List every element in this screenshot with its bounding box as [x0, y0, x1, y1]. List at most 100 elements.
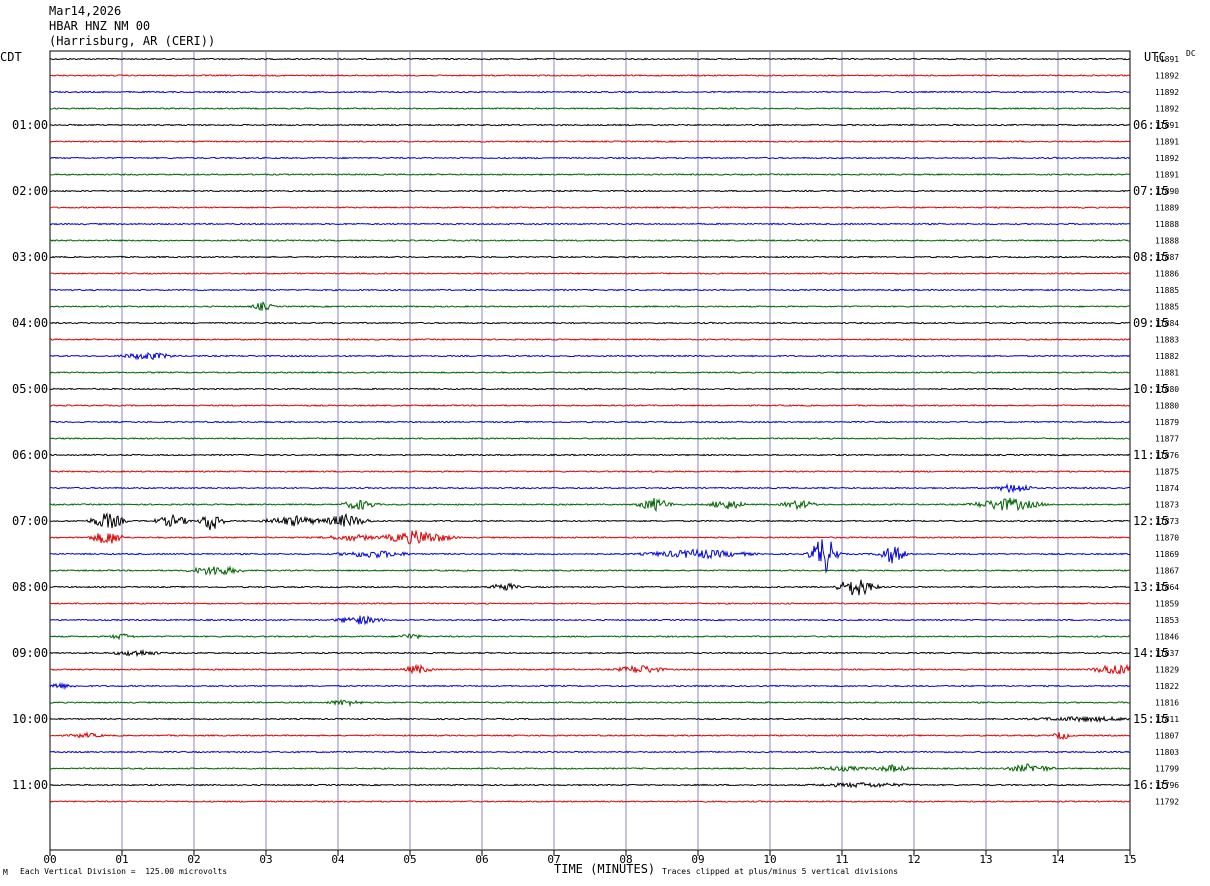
- x-tick-label: 00: [43, 853, 56, 866]
- dc-offset-label: 11877: [1155, 435, 1179, 444]
- trace-line: [49, 539, 1130, 574]
- dc-offset-label: 11891: [1155, 55, 1179, 64]
- seismic-traces: [49, 57, 1131, 803]
- dc-offset-label: 11880: [1155, 385, 1179, 394]
- right-hour-label: 13:15: [1133, 580, 1169, 594]
- dc-offset-label: 11890: [1155, 187, 1179, 196]
- left-hour-label: 07:00: [12, 514, 48, 528]
- dc-offset-label: 11853: [1155, 616, 1179, 625]
- right-hour-label: 10:15: [1133, 382, 1169, 396]
- dc-offset-label: 11879: [1155, 418, 1179, 427]
- dc-offset-label: 11867: [1155, 567, 1179, 576]
- trace-line: [49, 351, 1131, 361]
- header-station: HBAR HNZ NM 00: [49, 19, 151, 33]
- x-tick-label: 05: [403, 853, 416, 866]
- dc-offset-label: 11807: [1155, 732, 1179, 741]
- plot-frame: [49, 50, 1131, 851]
- trace-line: [49, 682, 1131, 691]
- left-timezone: CDT: [0, 50, 22, 64]
- footer-mark: M: [3, 868, 8, 877]
- trace-line: [49, 288, 1131, 292]
- trace-line: [49, 530, 1131, 545]
- x-tick-label: 09: [691, 853, 704, 866]
- x-tick-label: 06: [475, 853, 488, 866]
- x-tick-label: 11: [835, 853, 848, 866]
- axis-labels: 11891 11892 11892 11892 11891 11891 11892 11891…: [12, 55, 1179, 807]
- dc-offset-label: 11887: [1155, 253, 1179, 262]
- left-hour-label: 01:00: [12, 118, 48, 132]
- right-hour-label: 07:15: [1133, 184, 1169, 198]
- dc-label: DC: [1186, 49, 1196, 58]
- dc-offset-label: 11796: [1155, 781, 1179, 790]
- x-tick-label: 08: [619, 853, 632, 866]
- trace-line: [49, 648, 1131, 658]
- right-hour-label: 16:15: [1133, 778, 1169, 792]
- dc-offset-label: 11881: [1155, 369, 1179, 378]
- x-tick-label: 02: [187, 853, 200, 866]
- dc-offset-label: 11846: [1155, 633, 1179, 642]
- dc-offset-label: 11874: [1155, 484, 1179, 493]
- dc-offset-label: 11888: [1155, 220, 1179, 229]
- dc-offset-label: 11889: [1155, 204, 1179, 213]
- dc-offset-label: 11873: [1155, 501, 1179, 510]
- dc-offset-label: 11875: [1155, 468, 1179, 477]
- header-location: (Harrisburg, AR (CERI)): [49, 34, 216, 48]
- dc-offset-label: 11891: [1155, 138, 1179, 147]
- x-tick-label: 10: [763, 853, 776, 866]
- left-hour-label: 09:00: [12, 646, 48, 660]
- trace-line: [49, 470, 1131, 473]
- left-hour-label: 03:00: [12, 250, 48, 264]
- trace-line: [49, 321, 1131, 325]
- trace-line: [49, 579, 1131, 596]
- trace-line: [49, 123, 1131, 127]
- trace-line: [49, 300, 1131, 311]
- dc-offset-label: 11859: [1155, 600, 1179, 609]
- trace-line: [50, 255, 1131, 259]
- dc-offset-label: 11829: [1155, 666, 1179, 675]
- trace-line: [49, 483, 1131, 494]
- dc-offset-label: 11883: [1155, 336, 1179, 345]
- dc-offset-label: 11888: [1155, 237, 1179, 246]
- right-hour-label: 14:15: [1133, 646, 1169, 660]
- x-tick-label: 01: [115, 853, 128, 866]
- trace-line: [49, 222, 1131, 226]
- trace-line: [49, 750, 1130, 754]
- trace-line: [49, 156, 1131, 160]
- trace-line: [49, 420, 1131, 424]
- trace-line: [49, 763, 1131, 773]
- right-hour-label: 12:15: [1133, 514, 1169, 528]
- right-hour-label: 11:15: [1133, 448, 1169, 462]
- dc-offset-label: 11822: [1155, 682, 1179, 691]
- dc-offset-label: 11892: [1155, 154, 1179, 163]
- scale-note: Each Vertical Division = 125.00 microvol…: [20, 867, 228, 876]
- trace-line: [49, 715, 1131, 724]
- left-hour-label: 06:00: [12, 448, 48, 462]
- dc-offset-label: 11792: [1155, 798, 1179, 807]
- trace-line: [49, 272, 1131, 275]
- trace-line: [49, 206, 1131, 209]
- right-hour-label: 15:15: [1133, 712, 1169, 726]
- dc-offset-label: 11880: [1155, 402, 1179, 411]
- dc-offset-label: 11885: [1155, 303, 1179, 312]
- trace-line: [49, 239, 1131, 242]
- x-tick-label: 07: [547, 853, 560, 866]
- x-axis-ticks: 00 01 02 03 04 05 06 07 08 09 10 11 12 13 14 15: [43, 850, 1137, 866]
- dc-offset-label: 11799: [1155, 765, 1179, 774]
- trace-line: [49, 800, 1131, 803]
- trace-line: [49, 512, 1131, 531]
- dc-offset-label: 11892: [1155, 72, 1179, 81]
- trace-line: [49, 633, 1131, 641]
- left-hour-label: 04:00: [12, 316, 48, 330]
- trace-line: [49, 602, 1131, 605]
- x-tick-label: 04: [331, 853, 345, 866]
- dc-offset-label: 11864: [1155, 583, 1179, 592]
- left-hour-label: 08:00: [12, 580, 48, 594]
- trace-line: [49, 371, 1131, 374]
- trace-line: [49, 338, 1131, 341]
- trace-line: [49, 387, 1131, 391]
- x-tick-label: 15: [1123, 853, 1136, 866]
- dc-offset-label: 11837: [1155, 649, 1179, 658]
- trace-line: [49, 57, 1131, 61]
- trace-line: [49, 615, 1131, 626]
